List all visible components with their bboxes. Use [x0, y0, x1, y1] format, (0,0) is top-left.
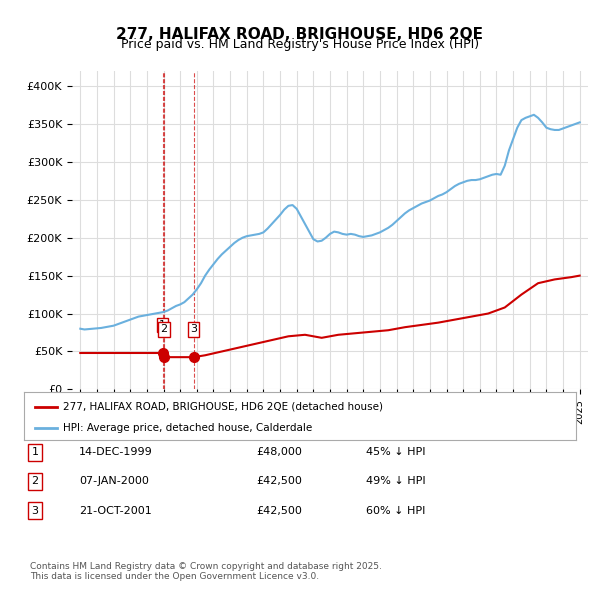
Text: 277, HALIFAX ROAD, BRIGHOUSE, HD6 2QE: 277, HALIFAX ROAD, BRIGHOUSE, HD6 2QE: [116, 27, 484, 41]
Text: 277, HALIFAX ROAD, BRIGHOUSE, HD6 2QE (detached house): 277, HALIFAX ROAD, BRIGHOUSE, HD6 2QE (d…: [62, 402, 383, 411]
Text: 14-DEC-1999: 14-DEC-1999: [79, 447, 153, 457]
Text: 3: 3: [190, 324, 197, 335]
Text: 1: 1: [32, 447, 38, 457]
Text: HPI: Average price, detached house, Calderdale: HPI: Average price, detached house, Cald…: [62, 423, 312, 432]
Text: £48,000: £48,000: [256, 447, 302, 457]
Text: 2: 2: [160, 324, 167, 335]
Text: 49% ↓ HPI: 49% ↓ HPI: [366, 477, 426, 486]
Text: £42,500: £42,500: [256, 506, 302, 516]
Text: Price paid vs. HM Land Registry's House Price Index (HPI): Price paid vs. HM Land Registry's House …: [121, 38, 479, 51]
Text: 07-JAN-2000: 07-JAN-2000: [79, 477, 149, 486]
Text: £42,500: £42,500: [256, 477, 302, 486]
Text: 2: 2: [31, 477, 38, 486]
Text: 45% ↓ HPI: 45% ↓ HPI: [366, 447, 426, 457]
Text: Contains HM Land Registry data © Crown copyright and database right 2025.
This d: Contains HM Land Registry data © Crown c…: [30, 562, 382, 581]
Text: 21-OCT-2001: 21-OCT-2001: [79, 506, 152, 516]
Text: 1: 1: [159, 320, 166, 330]
Text: 60% ↓ HPI: 60% ↓ HPI: [366, 506, 425, 516]
Text: 3: 3: [32, 506, 38, 516]
